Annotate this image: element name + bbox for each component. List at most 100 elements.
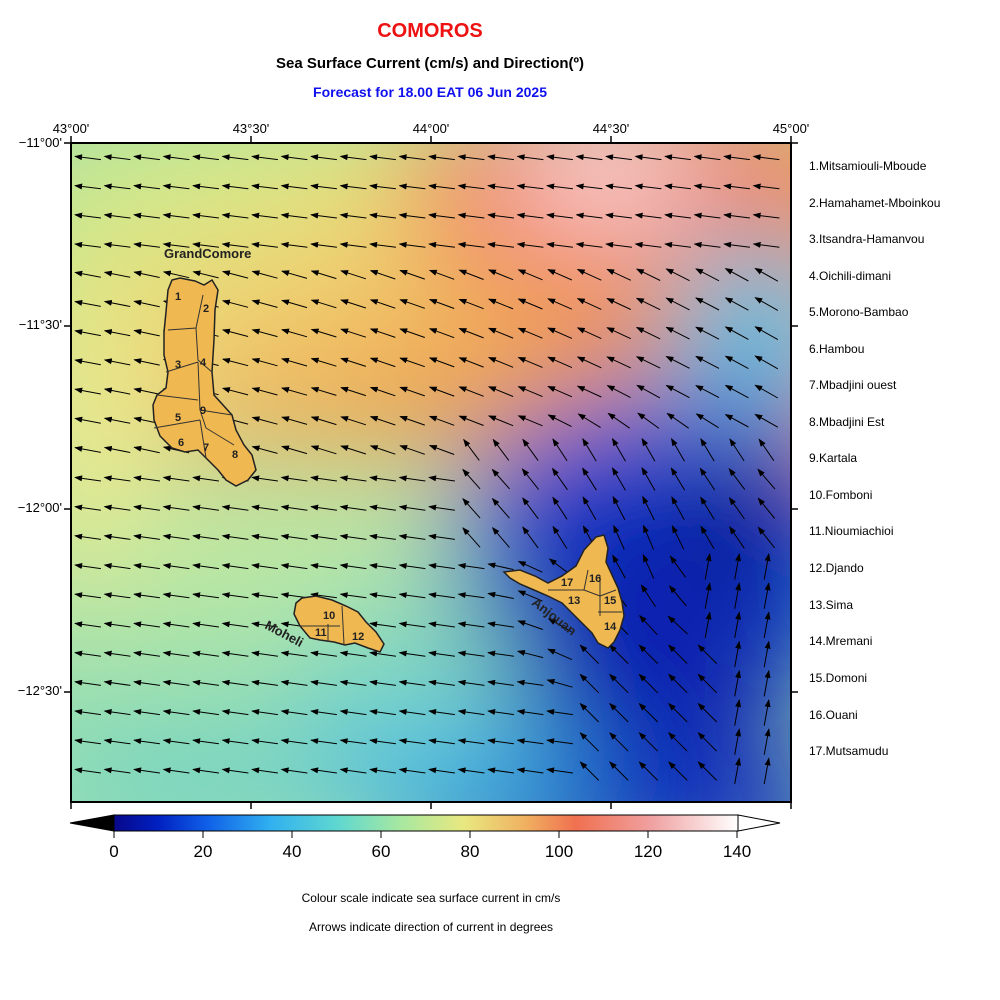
current-arrow <box>133 679 160 686</box>
current-arrow <box>723 212 750 219</box>
current-arrow <box>666 412 689 429</box>
current-arrow <box>729 526 745 549</box>
current-arrow <box>734 553 742 580</box>
current-arrow <box>340 328 367 338</box>
current-arrow <box>516 767 544 774</box>
current-arrow <box>457 592 485 599</box>
lon-label-44-30: 44°30' <box>592 121 630 136</box>
current-arrow <box>635 297 661 311</box>
current-arrow <box>664 183 691 190</box>
current-arrow <box>340 445 367 455</box>
current-arrow <box>74 533 101 540</box>
current-arrow <box>192 592 219 599</box>
current-arrow <box>457 212 485 219</box>
current-arrow <box>339 767 367 774</box>
current-arrow <box>638 761 659 781</box>
current-arrow <box>517 560 543 573</box>
current-arrow <box>457 767 485 774</box>
current-arrow <box>697 702 718 723</box>
current-arrow <box>103 621 131 628</box>
current-arrow <box>579 761 600 781</box>
region-number-4: 4 <box>200 357 207 369</box>
current-arrow <box>251 650 278 657</box>
current-arrow <box>399 269 425 280</box>
current-arrow <box>428 708 455 716</box>
current-arrow <box>579 702 600 723</box>
current-arrow <box>757 526 775 549</box>
colorbar-tick-label: 0 <box>109 842 119 861</box>
current-arrow <box>281 328 308 338</box>
current-arrow <box>546 767 573 774</box>
current-arrow <box>613 524 625 550</box>
current-arrow <box>74 650 101 657</box>
current-arrow <box>103 241 131 248</box>
current-arrow <box>516 212 544 219</box>
legend-item: 16.Ouani <box>809 708 858 722</box>
lat-label-12-30: −12°30' <box>17 683 62 698</box>
current-arrow <box>634 212 662 219</box>
current-arrow <box>693 154 721 161</box>
current-arrow <box>642 553 655 579</box>
current-arrow <box>606 268 632 281</box>
current-arrow <box>369 212 396 219</box>
current-arrow <box>221 767 249 774</box>
current-arrow <box>551 467 568 491</box>
current-arrow <box>668 732 688 752</box>
current-arrow <box>517 269 543 281</box>
current-arrow <box>457 650 485 657</box>
current-arrow <box>606 356 632 369</box>
current-arrow <box>221 650 249 657</box>
current-arrow <box>251 357 278 367</box>
current-arrow <box>612 495 626 521</box>
current-arrow <box>667 615 688 635</box>
current-arrow <box>575 183 603 190</box>
current-arrow <box>339 562 367 570</box>
legend-item: 1.Mitsamiouli-Mboude <box>809 159 927 173</box>
current-arrow <box>576 356 602 369</box>
current-arrow <box>516 183 544 190</box>
current-arrow <box>192 708 219 716</box>
current-arrow <box>577 413 601 429</box>
current-arrow <box>369 270 396 280</box>
current-arrow <box>310 328 337 338</box>
current-arrow <box>251 183 278 190</box>
current-arrow <box>487 183 514 190</box>
legend-item: 17.Mutsamudu <box>809 744 889 758</box>
current-arrow <box>546 679 573 688</box>
current-arrow <box>74 387 101 395</box>
current-arrow <box>133 270 160 278</box>
current-arrow <box>704 611 712 639</box>
current-arrow <box>665 385 690 399</box>
current-arrow <box>754 267 779 282</box>
current-arrow <box>133 445 160 454</box>
current-arrow <box>428 504 455 511</box>
current-arrow <box>579 644 600 664</box>
current-arrow <box>428 679 455 686</box>
current-arrow <box>734 699 742 726</box>
current-arrow <box>428 533 455 540</box>
current-arrow <box>724 268 749 282</box>
current-arrow <box>398 650 426 657</box>
current-arrow <box>369 533 396 540</box>
current-arrow <box>339 183 367 190</box>
current-arrow <box>546 738 573 745</box>
current-arrow <box>664 154 691 161</box>
current-arrow <box>74 679 101 686</box>
current-arrow <box>458 298 484 310</box>
current-arrow <box>280 767 308 774</box>
current-arrow <box>103 475 131 482</box>
colour-scale-note: Colour scale indicate sea surface curren… <box>301 891 561 905</box>
current-arrow <box>547 648 573 661</box>
current-arrow <box>634 241 662 248</box>
current-arrow <box>763 757 771 785</box>
current-arrow <box>695 355 720 369</box>
current-arrow <box>399 386 425 397</box>
current-arrow <box>162 708 190 716</box>
current-arrow <box>665 356 690 369</box>
current-arrow <box>103 708 131 716</box>
current-arrow <box>552 438 568 462</box>
current-arrow <box>339 650 367 657</box>
current-arrow <box>724 355 749 370</box>
current-arrow <box>462 527 481 548</box>
current-arrow <box>609 673 629 694</box>
